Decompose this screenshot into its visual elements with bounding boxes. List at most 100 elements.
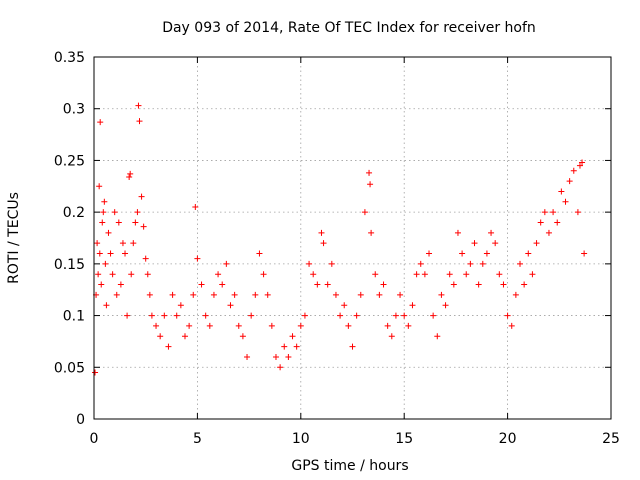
data-point [353, 312, 360, 319]
data-point [471, 240, 478, 247]
data-point [570, 167, 577, 174]
data-point [144, 271, 151, 278]
x-tick-label: 10 [292, 431, 310, 447]
data-point [95, 271, 102, 278]
data-point [134, 209, 141, 216]
y-tick-label: 0.15 [54, 257, 85, 273]
data-point [126, 173, 133, 180]
data-point [102, 260, 109, 267]
data-point [442, 302, 449, 309]
data-point [103, 302, 110, 309]
data-point [260, 271, 267, 278]
data-point [136, 118, 143, 125]
data-point [488, 229, 495, 236]
data-point [576, 162, 583, 169]
data-point [173, 312, 180, 319]
data-point [324, 281, 331, 288]
chart-title: Day 093 of 2014, Rate Of TEC Index for r… [162, 20, 536, 36]
data-point [533, 240, 540, 247]
y-tick-label: 0.1 [63, 309, 85, 325]
data-point [579, 159, 586, 166]
x-tick-label: 0 [90, 431, 99, 447]
data-point [341, 302, 348, 309]
data-point [541, 209, 548, 216]
data-point [153, 322, 160, 329]
data-point [281, 343, 288, 350]
data-point [301, 312, 308, 319]
data-point [239, 333, 246, 340]
data-point [479, 260, 486, 267]
data-point [119, 240, 126, 247]
x-tick-label: 15 [395, 431, 413, 447]
data-point [293, 343, 300, 350]
data-point [223, 260, 230, 267]
data-point [264, 291, 271, 298]
data-point [566, 178, 573, 185]
data-point [483, 250, 490, 257]
data-point [345, 322, 352, 329]
y-tick-label: 0.25 [54, 153, 85, 169]
axis-tick-labels: 0 0.05 0.1 0.15 0.2 0.25 0.3 0.35 0 5 10 15 20 25 [54, 50, 620, 447]
data-point [127, 170, 134, 177]
data-point [492, 240, 499, 247]
data-point [361, 209, 368, 216]
data-point [504, 312, 511, 319]
plot-frame [93, 56, 612, 420]
data-point [475, 281, 482, 288]
data-point [130, 240, 137, 247]
data-point [318, 229, 325, 236]
data-point [157, 333, 164, 340]
data-point [438, 291, 445, 298]
data-point [97, 119, 104, 126]
data-point [328, 260, 335, 267]
data-point [105, 229, 112, 236]
data-point [244, 353, 251, 360]
data-point [206, 322, 213, 329]
data-point [550, 209, 557, 216]
data-point [421, 271, 428, 278]
data-point [111, 209, 118, 216]
data-point [376, 291, 383, 298]
data-point [231, 291, 238, 298]
data-point [314, 281, 321, 288]
x-tick-label: 25 [602, 431, 620, 447]
data-point [190, 291, 197, 298]
data-point [581, 250, 588, 257]
data-point [450, 281, 457, 288]
data-point [186, 322, 193, 329]
data-point [574, 209, 581, 216]
data-point [138, 193, 145, 200]
data-point [148, 312, 155, 319]
data-point [192, 203, 199, 210]
data-point [165, 343, 172, 350]
data-point [434, 333, 441, 340]
y-tick-label: 0.3 [63, 102, 85, 118]
data-point [194, 255, 201, 262]
data-point [397, 291, 404, 298]
data-point [99, 219, 106, 226]
data-point [562, 198, 569, 205]
data-point [117, 281, 124, 288]
data-point [310, 271, 317, 278]
data-point [289, 333, 296, 340]
data-point [508, 322, 515, 329]
data-point [256, 250, 263, 257]
axis-ticks [93, 56, 612, 420]
data-point [349, 343, 356, 350]
data-point [521, 281, 528, 288]
data-point [142, 255, 149, 262]
data-point [297, 322, 304, 329]
data-point [459, 250, 466, 257]
data-point [446, 271, 453, 278]
grid-lines [94, 57, 611, 419]
data-point [94, 240, 101, 247]
x-tick-label: 5 [193, 431, 202, 447]
data-point [210, 291, 217, 298]
data-point [367, 181, 374, 188]
data-point [98, 281, 105, 288]
data-point [366, 169, 373, 176]
data-point [248, 312, 255, 319]
data-point [337, 312, 344, 319]
data-point [132, 219, 139, 226]
x-tick-label: 20 [499, 431, 517, 447]
